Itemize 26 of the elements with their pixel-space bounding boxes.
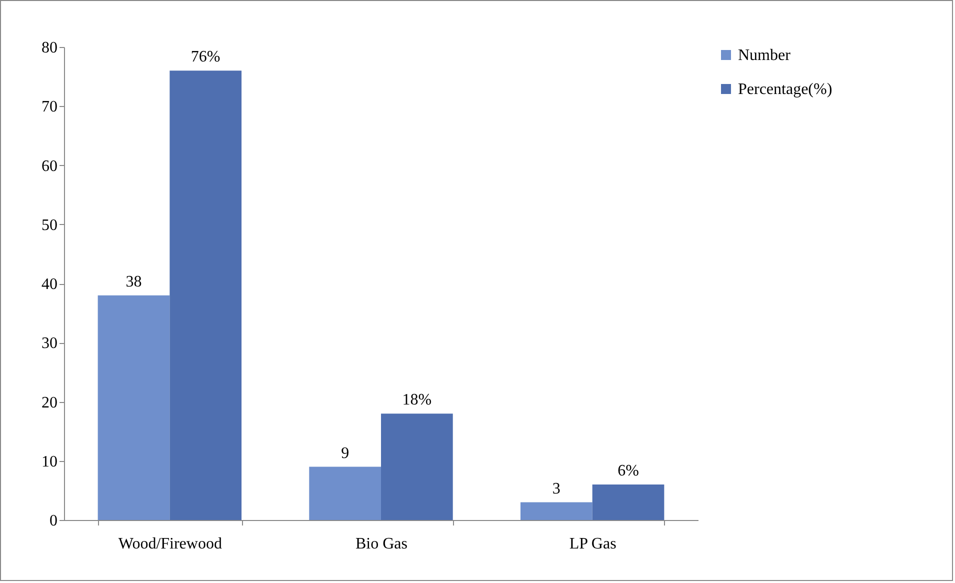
y-tick-label: 60 bbox=[42, 158, 58, 175]
y-tick-label: 30 bbox=[42, 335, 58, 352]
bar bbox=[592, 484, 664, 520]
bar bbox=[520, 502, 592, 520]
legend-label: Number bbox=[738, 47, 792, 64]
y-tick-label: 40 bbox=[42, 276, 58, 293]
y-tick-label: 0 bbox=[50, 512, 58, 530]
y-tick-label: 20 bbox=[42, 394, 58, 412]
bar bbox=[170, 70, 242, 520]
data-label: 76% bbox=[190, 48, 220, 66]
data-label: 9 bbox=[341, 444, 350, 462]
y-tick-label: 10 bbox=[42, 453, 58, 470]
bar bbox=[309, 466, 381, 520]
data-label: 18% bbox=[402, 392, 432, 409]
y-tick-label: 80 bbox=[42, 40, 58, 56]
bar bbox=[98, 295, 170, 520]
data-label: 6% bbox=[618, 462, 639, 480]
x-tick-label: Bio Gas bbox=[356, 536, 408, 552]
x-tick-label: Wood/Firewood bbox=[118, 536, 222, 552]
legend-label: Percentage(%) bbox=[738, 81, 832, 98]
y-tick-label: 50 bbox=[42, 216, 58, 234]
x-tick-label: LP Gas bbox=[569, 536, 616, 552]
data-label: 3 bbox=[552, 480, 560, 498]
bar bbox=[381, 414, 453, 520]
data-label: 38 bbox=[126, 273, 142, 290]
y-tick-label: 70 bbox=[42, 98, 58, 116]
